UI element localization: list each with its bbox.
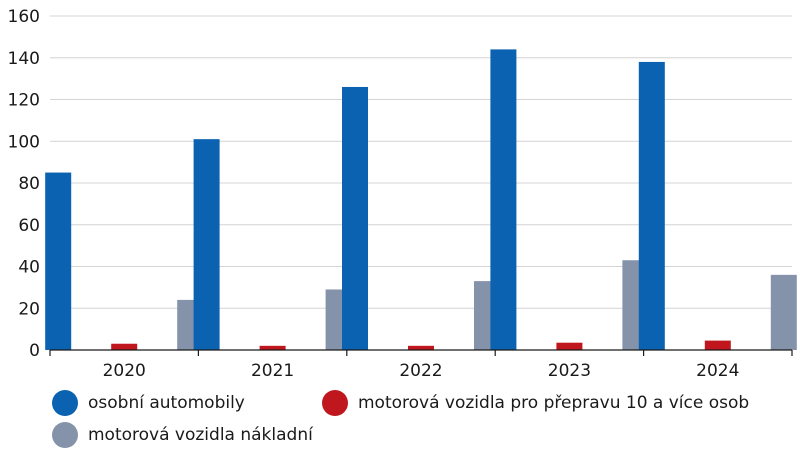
bar-vozidla-10-osob-2021 <box>259 345 286 350</box>
x-axis <box>49 349 793 356</box>
bar-vozidla-10-osob-2023 <box>556 342 583 350</box>
gridlines <box>50 15 792 309</box>
y-tick-label: 20 <box>18 299 40 319</box>
y-tick-label: 0 <box>29 341 40 361</box>
x-tick-label-2024: 2024 <box>696 361 739 381</box>
bars <box>45 49 797 351</box>
y-tick-label: 140 <box>8 49 40 69</box>
bar-osobni-automobily-2024 <box>638 61 665 351</box>
y-tick-label: 100 <box>8 132 40 152</box>
legend-label-vozidla-10-osob: motorová vozidla pro přepravu 10 a více … <box>358 393 750 413</box>
legend-swatch-vozidla-nakladni <box>52 422 78 448</box>
bar-osobni-automobily-2020 <box>45 172 72 350</box>
y-tick-label: 60 <box>18 216 40 236</box>
legend-swatch-vozidla-10-osob <box>322 390 348 416</box>
x-tick-label-2021: 2021 <box>251 361 294 381</box>
legend-label-osobni-automobily: osobní automobily <box>88 393 245 413</box>
bar-vozidla-10-osob-2024 <box>704 340 731 350</box>
y-axis-tick-labels: 0 20 40 60 80 100 120 140 160 <box>8 7 40 361</box>
legend-swatch-osobni-automobily <box>52 390 78 416</box>
bar-osobni-automobily-2022 <box>342 86 368 350</box>
bar-osobni-automobily-2023 <box>490 49 517 351</box>
x-tick-label-2023: 2023 <box>548 361 591 381</box>
legend-label-vozidla-nakladni: motorová vozidla nákladní <box>88 425 313 445</box>
bar-vozidla-10-osob-2022 <box>408 345 434 350</box>
x-tick-label-2022: 2022 <box>399 361 442 381</box>
legend-item-vozidla-nakladni: motorová vozidla nákladní <box>52 422 313 448</box>
y-tick-label: 40 <box>18 258 40 278</box>
y-tick-label: 160 <box>8 7 40 27</box>
y-tick-label: 80 <box>18 174 40 194</box>
x-tick-label-2020: 2020 <box>103 361 146 381</box>
legend-item-osobni-automobily: osobní automobily <box>52 390 245 416</box>
bar-vozidla-nakladni-2024 <box>770 274 797 350</box>
bar-osobni-automobily-2021 <box>193 139 220 350</box>
bar-vozidla-10-osob-2020 <box>111 343 138 350</box>
x-axis-tick-labels: 2020 2021 2022 2023 2024 <box>103 361 740 381</box>
legend-item-vozidla-10-osob: motorová vozidla pro přepravu 10 a více … <box>322 390 749 416</box>
y-tick-label: 120 <box>8 91 40 111</box>
